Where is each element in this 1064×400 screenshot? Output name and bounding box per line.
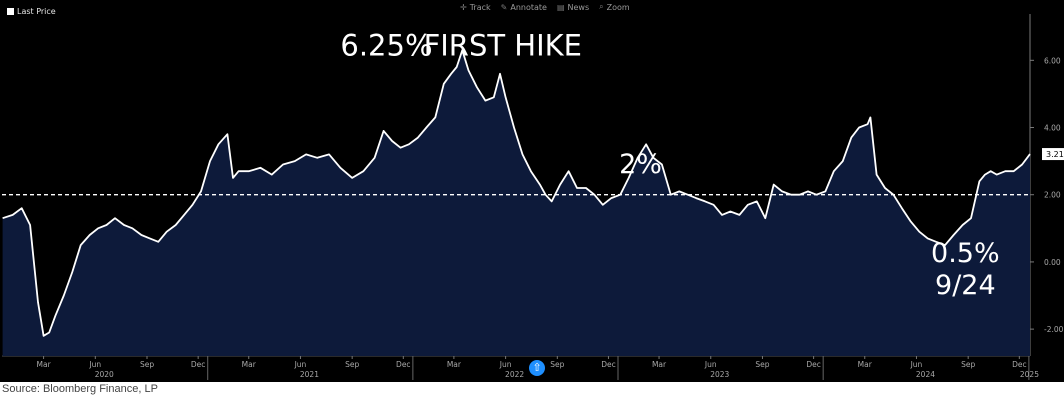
x-month-label: Jun [88,360,101,369]
annotation-first-hike: FIRST HIKE [424,28,582,62]
x-year-label: 2020 [95,370,114,379]
scroll-up-button[interactable]: ⇧ [529,360,545,376]
x-month-label: Mar [37,360,52,369]
last-value-box [1042,148,1064,161]
price-line [2,49,1031,337]
x-month-label: Jun [704,360,717,369]
track-label: Track [469,2,491,12]
x-month-label: Jun [910,360,923,369]
x-month-label: Mar [652,360,667,369]
x-month-label: Dec [601,360,616,369]
x-month-label: Mar [858,360,873,369]
x-month-label: Dec [396,360,411,369]
x-month-label: Sep [755,360,769,369]
last-value-label: 3.21 [1046,150,1064,159]
y-tick-label: 4.00 [1044,124,1061,133]
zoom-button[interactable]: ⌕ Zoom [599,1,630,13]
chart-toolbar: ✛ Track ✎ Annotate ▤ News ⌕ Zoom [460,1,630,13]
annotation-two-percent: 2% [619,149,662,180]
x-month-label: Dec [806,360,821,369]
news-icon: ▤ [556,2,565,12]
price-area [2,50,1031,356]
x-year-label: 2024 [916,370,935,379]
zoom-label: Zoom [606,2,630,12]
y-tick-label: 0.00 [1044,258,1061,267]
annotation-low-rate: 0.5% [931,238,1000,269]
x-year-label: 2025 [1020,370,1039,379]
source-note: Source: Bloomberg Finance, LP [2,383,158,395]
news-button[interactable]: ▤ News [557,1,589,13]
x-month-label: Jun [499,360,512,369]
track-button[interactable]: ✛ Track [460,1,491,13]
x-month-label: Mar [447,360,462,369]
x-year-label: 2021 [300,370,319,379]
y-tick-label: -2.00 [1044,325,1064,334]
x-month-label: Sep [961,360,975,369]
x-month-label: Sep [550,360,564,369]
annotation-peak-rate: 6.25% [340,28,432,62]
annotate-label: Annotate [510,2,547,12]
crosshair-icon: ✛ [460,2,467,12]
x-month-label: Dec [1012,360,1027,369]
y-tick-label: 6.00 [1044,56,1061,65]
pencil-icon: ✎ [500,2,508,12]
legend-swatch [7,8,14,15]
x-month-label: Sep [345,360,359,369]
arrow-up-icon: ⇧ [532,361,542,374]
price-chart: 6.00 4.00 2.00 0.00 -2.00 3.21 Mar Jun Sep Dec Mar… [2,14,1064,380]
chart-legend[interactable]: Last Price [7,7,56,16]
news-label: News [567,2,590,12]
y-tick-label: 2.00 [1044,191,1061,200]
annotation-low-date: 9/24 [935,270,996,301]
x-month-label: Dec [191,360,206,369]
x-month-label: Sep [140,360,154,369]
annotate-button[interactable]: ✎ Annotate [501,1,547,13]
magnifier-icon: ⌕ [599,2,604,11]
legend-label: Last Price [17,7,56,16]
x-year-label: 2023 [710,370,729,379]
x-month-label: Mar [242,360,257,369]
x-month-label: Jun [294,360,307,369]
x-year-label: 2022 [505,370,524,379]
